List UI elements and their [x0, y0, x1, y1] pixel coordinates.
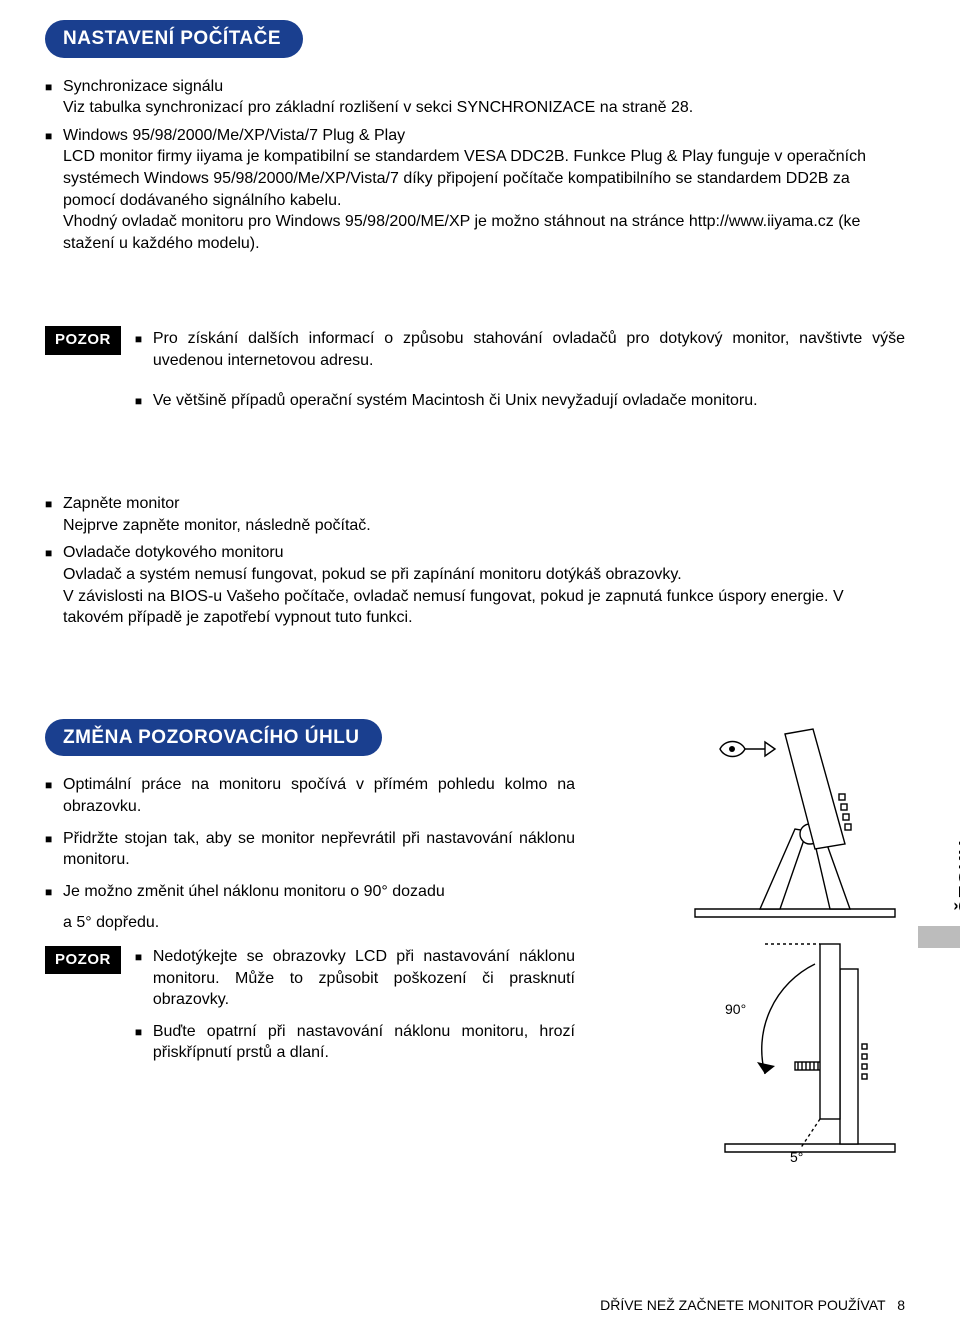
warning-list-1: Pro získání dalších informací o způsobu … — [135, 324, 905, 429]
page-footer: DŘÍVE NEŽ ZAČNETE MONITOR POUŽÍVAT 8 — [600, 1296, 905, 1315]
bullet-sync-body: Viz tabulka synchronizací pro základní r… — [63, 97, 905, 119]
monitor-side-illustration — [665, 709, 915, 929]
tilt-b1: Optimální práce na monitoru spočívá v př… — [45, 774, 575, 817]
warning-block-1: POZOR Pro získání dalších informací o zp… — [45, 324, 905, 429]
language-tab-label: ČESKY — [954, 840, 960, 914]
warning-block-2: POZOR Nedotýkejte se obrazovky LCD při n… — [45, 942, 575, 1074]
footer-page-number: 8 — [897, 1297, 905, 1313]
language-tab: ČESKY — [918, 840, 960, 960]
angle-90-label: 90° — [725, 1001, 746, 1017]
tilt-b3: Je možno změnit úhel náklonu monitoru o … — [45, 881, 575, 903]
warning-list-2: Nedotýkejte se obrazovky LCD při nastavo… — [135, 942, 575, 1074]
warning-badge: POZOR — [45, 326, 121, 354]
bullet-plugplay-title: Windows 95/98/2000/Me/XP/Vista/7 Plug & … — [63, 127, 405, 144]
angle-5-label: 5° — [790, 1149, 803, 1164]
bullet-power-on-body: Nejprve zapněte monitor, následně počíta… — [63, 515, 905, 537]
bullet-sync: Synchronizace signálu Viz tabulka synchr… — [45, 76, 905, 119]
warning-1-item-2: Ve většině případů operační systém Macin… — [135, 390, 905, 412]
page: NASTAVENÍ POČÍTAČE Synchronizace signálu… — [0, 0, 960, 1341]
bullet-touch-drivers-title: Ovladače dotykového monitoru — [63, 544, 284, 561]
language-tab-bar — [918, 926, 960, 948]
section-title-uhel: ZMĚNA POZOROVACÍHO ÚHLU — [45, 719, 382, 757]
warning-2-item-2: Buďte opatrní při nastavování náklonu mo… — [135, 1021, 575, 1064]
tilt-b3b: a 5° dopředu. — [63, 912, 575, 934]
section-title-nastaveni: NASTAVENÍ POČÍTAČE — [45, 20, 303, 58]
bullet-touch-drivers: Ovladače dotykového monitoru Ovladač a s… — [45, 542, 905, 628]
warning-badge-2: POZOR — [45, 946, 121, 974]
warning-1-item-1: Pro získání dalších informací o způsobu … — [135, 328, 905, 371]
warning-2-item-1: Nedotýkejte se obrazovky LCD při nastavo… — [135, 946, 575, 1011]
bullet-sync-title: Synchronizace signálu — [63, 78, 223, 95]
monitor-tilt-illustration: 90° 5° — [665, 914, 915, 1164]
tilt-b2: Přidržte stojan tak, aby se monitor nepř… — [45, 828, 575, 871]
bullet-power-on: Zapněte monitor Nejprve zapněte monitor,… — [45, 493, 905, 536]
bullet-touch-drivers-body: Ovladač a systém nemusí fungovat, pokud … — [63, 564, 905, 629]
tilt-section: ZMĚNA POZOROVACÍHO ÚHLU Optimální práce … — [45, 719, 905, 1074]
tilt-text-column: Optimální práce na monitoru spočívá v př… — [45, 774, 575, 1074]
bullet-plugplay-body: LCD monitor firmy iiyama je kompatibilní… — [63, 146, 905, 254]
bullet-plugplay: Windows 95/98/2000/Me/XP/Vista/7 Plug & … — [45, 125, 905, 255]
bullet-power-on-title: Zapněte monitor — [63, 495, 180, 512]
footer-text: DŘÍVE NEŽ ZAČNETE MONITOR POUŽÍVAT — [600, 1297, 885, 1313]
